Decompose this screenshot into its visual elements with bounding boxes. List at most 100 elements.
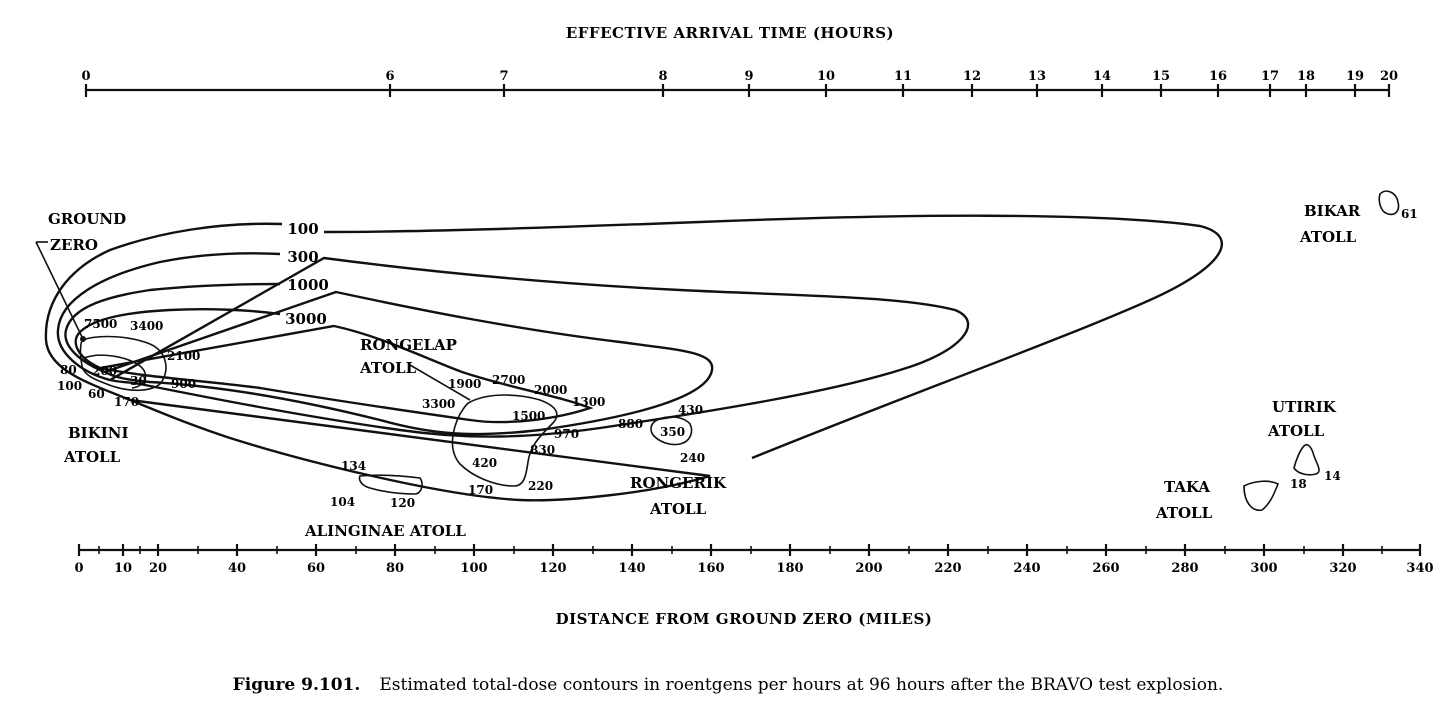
ground-zero-label-line1: GROUND [48,210,126,228]
reading-2700: 2700 [492,373,525,387]
reading-2000: 2000 [534,383,567,397]
bottom-tick-label: 200 [855,561,882,576]
bikini-atoll-outline [79,335,167,392]
taka-label-line1: TAKA [1164,478,1210,496]
reading-220: 220 [528,479,553,493]
bikini-label-line2: ATOLL [63,448,121,466]
reading-3400: 3400 [130,319,163,333]
top-tick-label: 11 [894,69,912,84]
bottom-tick-label: 240 [1013,561,1040,576]
top-tick-label: 20 [1380,69,1398,84]
rongerik-label-line2: ATOLL [649,500,707,518]
reading-170: 170 [114,395,139,409]
rongelap-label-line1: RONGELAP [360,336,457,354]
top-tick-label: 9 [744,69,753,84]
top-tick-label: 12 [963,69,981,84]
top-axis-title: EFFECTIVE ARRIVAL TIME (HOURS) [566,24,894,42]
bottom-tick-label: 60 [307,561,325,576]
top-tick-label: 16 [1209,69,1227,84]
top-axis-ticks: 0 6 7 8 9 10 11 12 13 14 15 16 17 18 19 … [81,69,1398,97]
figure-caption-text: Estimated total-dose contours in roentge… [379,675,1223,695]
top-tick-label: 14 [1093,69,1111,84]
bottom-tick-label: 120 [539,561,566,576]
reading-420: 420 [472,456,497,470]
bottom-tick-label: 40 [228,561,246,576]
top-tick-label: 6 [385,69,394,84]
bottom-tick-label: 180 [776,561,803,576]
reading-880: 880 [618,417,643,431]
reading-7500: 7500 [84,317,117,331]
reading-100: 100 [57,379,82,393]
bottom-axis-ticks: 0 10 20 40 60 80 100 120 140 160 180 200… [74,544,1434,576]
top-tick-label: 0 [81,69,90,84]
reading-61: 61 [1401,207,1418,221]
reading-18: 18 [1290,477,1307,491]
top-tick-label: 19 [1346,69,1364,84]
contour-300 [56,252,970,438]
bottom-tick-label: 320 [1329,561,1356,576]
contour-label-3000: 3000 [285,310,327,328]
ground-zero-pointer [35,241,84,340]
bikar-atoll-outline [1378,190,1400,216]
ailinginae-atoll-outline [358,474,423,495]
reading-80: 80 [60,363,77,377]
reading-350: 350 [660,425,685,439]
reading-170-rongelap: 170 [468,483,493,497]
contour-label-300: 300 [287,248,318,266]
top-tick-label: 15 [1152,69,1170,84]
top-tick-label: 10 [817,69,835,84]
reading-240: 240 [680,451,705,465]
rongelap-pointer [409,364,471,401]
reading-830: 830 [530,443,555,457]
taka-label-line2: ATOLL [1155,504,1213,522]
contour-100 [44,214,1223,502]
reading-14: 14 [1324,469,1341,483]
bottom-tick-label: 140 [618,561,645,576]
reading-134: 134 [341,459,366,473]
contour-label-100: 100 [287,220,318,238]
bottom-tick-label: 300 [1250,561,1277,576]
bikini-label-line1: BIKINI [68,424,128,442]
top-tick-label: 8 [658,69,667,84]
utirik-label-line2: ATOLL [1267,422,1325,440]
reading-104: 104 [330,495,355,509]
top-tick-label: 18 [1297,69,1315,84]
contour-label-1000: 1000 [287,276,329,294]
bikini-inner-contour [83,354,147,389]
rongelap-label-line2: ATOLL [359,359,417,377]
reading-970: 970 [554,427,579,441]
bottom-axis-title: DISTANCE FROM GROUND ZERO (MILES) [556,610,933,628]
bottom-tick-label: 20 [149,561,167,576]
reading-200: 200 [92,364,117,378]
top-tick-label: 13 [1028,69,1046,84]
rongerik-label-line1: RONGERIK [630,474,727,492]
top-tick-label: 7 [499,69,508,84]
bottom-tick-label: 340 [1406,561,1433,576]
utirik-label-line1: UTIRIK [1272,398,1337,416]
bottom-tick-label: 100 [460,561,487,576]
reading-900: 900 [171,377,196,391]
bottom-tick-label: 80 [386,561,404,576]
ailinginae-label: ALINGINAE ATOLL [304,522,466,540]
ground-zero-label-line2: ZERO [50,236,98,254]
bottom-tick-label: 260 [1092,561,1119,576]
rongelap-atoll-outline [451,394,558,487]
reading-30: 30 [130,374,147,388]
taka-atoll-outline [1243,480,1280,511]
rongerik-atoll-outline [650,416,693,446]
bikar-label-line1: BIKAR [1304,202,1361,220]
bottom-tick-label: 280 [1171,561,1198,576]
bottom-tick-label: 10 [114,561,132,576]
bottom-tick-label: 0 [74,561,83,576]
reading-120: 120 [390,496,415,510]
reading-60: 60 [88,387,105,401]
figure-caption: Figure 9.101. Estimated total-dose conto… [233,675,1224,695]
bottom-tick-label: 220 [934,561,961,576]
reading-1300: 1300 [572,395,605,409]
figure-number: Figure 9.101. [233,675,361,695]
reading-1500: 1500 [512,409,545,423]
bikar-label-line2: ATOLL [1299,228,1357,246]
reading-2100: 2100 [167,349,200,363]
top-tick-label: 17 [1261,69,1279,84]
